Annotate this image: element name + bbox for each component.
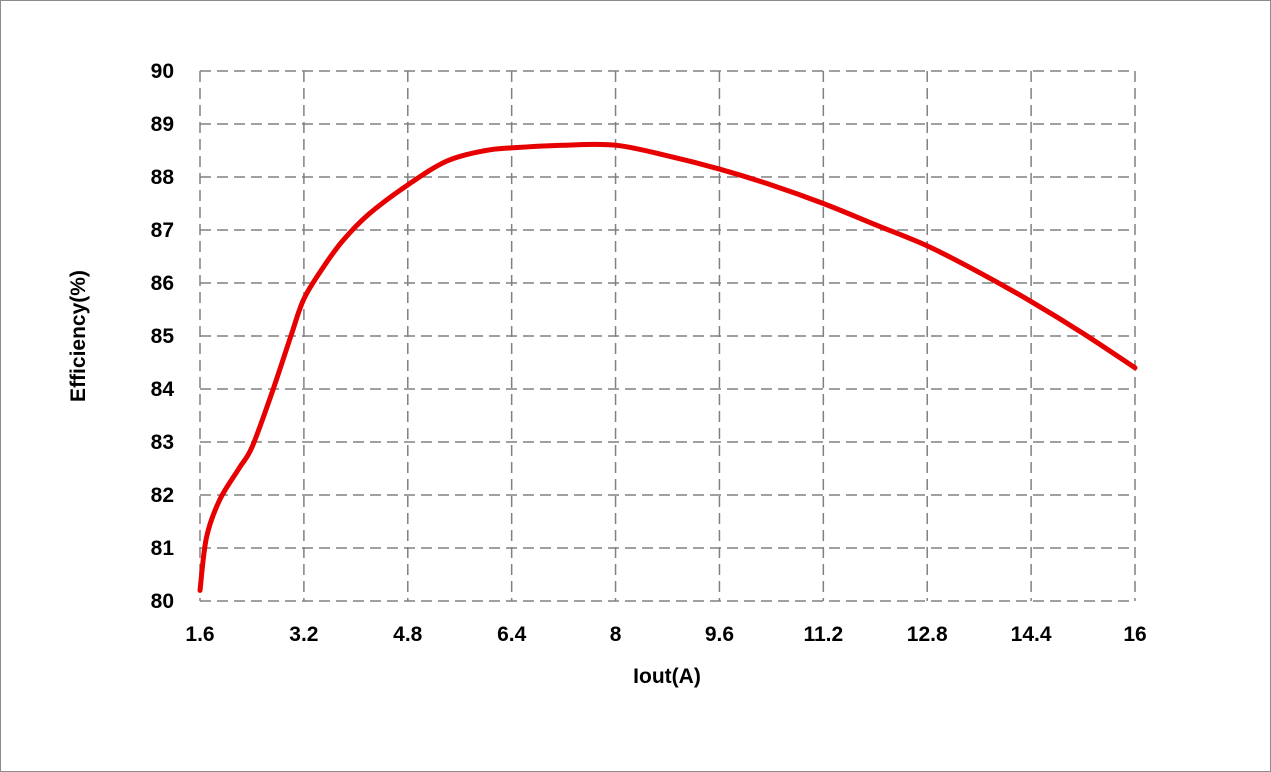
x-axis-ticks: 1.6 3.2 4.8 6.4 8 9.6 11.2 12.8 14.4 16 (185, 623, 1146, 646)
y-tick-label: 81 (151, 537, 175, 560)
x-tick-label: 16 (1123, 623, 1146, 646)
y-tick-label: 84 (151, 378, 175, 401)
y-tick-label: 88 (151, 166, 175, 189)
y-tick-label: 85 (151, 325, 175, 348)
y-axis-title: Efficiency(%) (67, 270, 90, 402)
y-tick-label: 82 (151, 484, 174, 507)
y-tick-label: 83 (151, 431, 174, 454)
y-tick-label: 86 (151, 272, 174, 295)
y-tick-label: 80 (151, 590, 174, 613)
y-tick-label: 89 (151, 113, 174, 136)
x-tick-label: 8 (610, 623, 622, 646)
y-axis-ticks: 80 81 82 83 84 85 86 87 88 89 90 (151, 60, 175, 613)
x-tick-label: 6.4 (497, 623, 527, 646)
x-axis-title: Iout(A) (633, 665, 701, 688)
grid (199, 70, 1136, 602)
x-tick-label: 4.8 (393, 623, 423, 646)
y-tick-label: 87 (151, 219, 174, 242)
efficiency-series-line (197, 141, 1138, 593)
y-tick-label: 90 (151, 60, 174, 83)
x-tick-label: 11.2 (803, 623, 843, 646)
x-tick-label: 3.2 (289, 623, 318, 646)
x-tick-label: 1.6 (185, 623, 214, 646)
x-tick-label: 12.8 (907, 623, 948, 646)
series-layer (197, 141, 1138, 593)
x-tick-label: 14.4 (1011, 623, 1052, 646)
x-tick-label: 9.6 (705, 623, 734, 646)
